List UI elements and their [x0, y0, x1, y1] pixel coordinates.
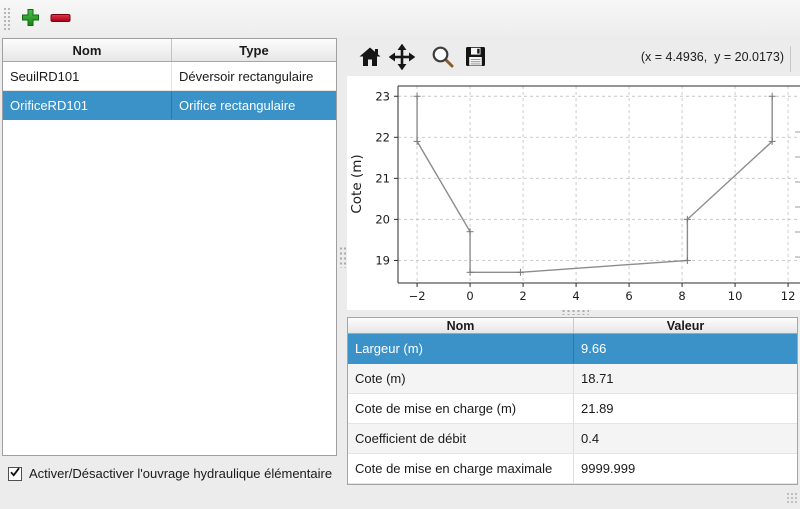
property-value: 9.66	[581, 341, 607, 356]
activation-checkbox-row: Activer/Désactiver l'ouvrage hydraulique…	[8, 466, 332, 481]
property-name: Largeur (m)	[348, 334, 574, 363]
property-value: 21.89	[581, 401, 614, 416]
minus-icon	[50, 11, 71, 26]
structures-table-header: Nom Type	[3, 39, 336, 62]
svg-text:6: 6	[625, 289, 632, 303]
property-row-cote-charge[interactable]: Cote de mise en charge (m) 21.89	[348, 394, 797, 424]
main-toolbar	[0, 0, 800, 37]
property-row-largeur[interactable]: Largeur (m) 9.66	[348, 334, 797, 364]
home-icon	[358, 47, 382, 72]
column-header-valeur[interactable]: Valeur	[666, 318, 705, 333]
svg-text:2: 2	[519, 289, 526, 303]
pan-button[interactable]	[388, 43, 416, 73]
svg-text:20: 20	[375, 212, 390, 226]
property-value: 9999.999	[581, 461, 636, 476]
structure-name: OrificeRD101	[3, 91, 172, 119]
svg-text:22: 22	[375, 130, 390, 144]
svg-text:Cote (m): Cote (m)	[349, 154, 365, 213]
property-row-coefficient[interactable]: Coefficient de débit 0.4	[348, 424, 797, 454]
window-size-grip[interactable]	[786, 492, 798, 503]
svg-text:21: 21	[375, 171, 390, 185]
property-value: 18.71	[581, 371, 614, 386]
column-header-nom[interactable]: Nom	[3, 39, 172, 61]
svg-text:23: 23	[375, 89, 390, 103]
checkmark-icon	[9, 466, 21, 481]
remove-structure-button[interactable]	[50, 13, 71, 23]
activation-checkbox-label: Activer/Désactiver l'ouvrage hydraulique…	[29, 466, 333, 481]
horizontal-splitter[interactable]	[561, 309, 589, 315]
column-header-nom[interactable]: Nom	[348, 318, 574, 333]
structure-type: Déversoir rectangulaire	[179, 68, 314, 84]
property-row-cote[interactable]: Cote (m) 18.71	[348, 364, 797, 394]
structure-name: SeuilRD101	[3, 62, 172, 90]
properties-table: Nom Valeur Largeur (m) 9.66 Cote (m) 18.…	[347, 317, 798, 485]
property-name: Cote de mise en charge maximale	[348, 454, 574, 483]
column-header-type[interactable]: Type	[239, 42, 269, 58]
property-name: Cote (m)	[348, 364, 574, 393]
structures-table: Nom Type SeuilRD101 Déversoir rectangula…	[2, 38, 337, 456]
plot-toolbar	[345, 38, 800, 108]
floppy-disk-icon	[464, 47, 487, 71]
magnifier-icon	[431, 46, 455, 72]
move-arrows-icon	[388, 43, 416, 73]
cursor-coordinates: (x = 4.4936, y = 20.0173)	[640, 50, 784, 64]
svg-text:10: 10	[728, 289, 743, 303]
property-name: Coefficient de débit	[348, 424, 574, 453]
svg-text:4: 4	[572, 289, 579, 303]
property-name: Cote de mise en charge (m)	[348, 394, 574, 423]
structure-type: Orifice rectangulaire	[179, 97, 296, 113]
plus-icon	[21, 9, 40, 30]
structure-row-orifice[interactable]: OrificeRD101 Orifice rectangulaire	[3, 91, 336, 120]
figure-canvas[interactable]: −2 0 2 4 6 8 10 12 19 20 21 22 23 Cote (m)	[347, 76, 800, 310]
svg-text:−2: −2	[409, 289, 426, 303]
add-structure-button[interactable]	[21, 8, 40, 27]
home-button[interactable]	[358, 45, 382, 69]
vertical-splitter[interactable]	[339, 246, 346, 268]
properties-table-header: Nom Valeur	[348, 318, 797, 334]
structure-row-seuil[interactable]: SeuilRD101 Déversoir rectangulaire	[3, 62, 336, 91]
save-button[interactable]	[464, 45, 487, 68]
property-row-cote-charge-max[interactable]: Cote de mise en charge maximale 9999.999	[348, 454, 797, 484]
toolbar-drag-grip[interactable]	[3, 7, 12, 31]
svg-text:0: 0	[466, 289, 473, 303]
property-value: 0.4	[581, 431, 600, 446]
profile-chart[interactable]: −2 0 2 4 6 8 10 12 19 20 21 22 23 Cote (m)	[347, 76, 800, 310]
zoom-button[interactable]	[431, 45, 455, 69]
svg-text:12: 12	[781, 289, 796, 303]
toolbar-separator	[790, 46, 791, 72]
svg-text:19: 19	[375, 253, 390, 267]
activation-checkbox[interactable]	[8, 466, 22, 481]
svg-text:8: 8	[678, 289, 685, 303]
